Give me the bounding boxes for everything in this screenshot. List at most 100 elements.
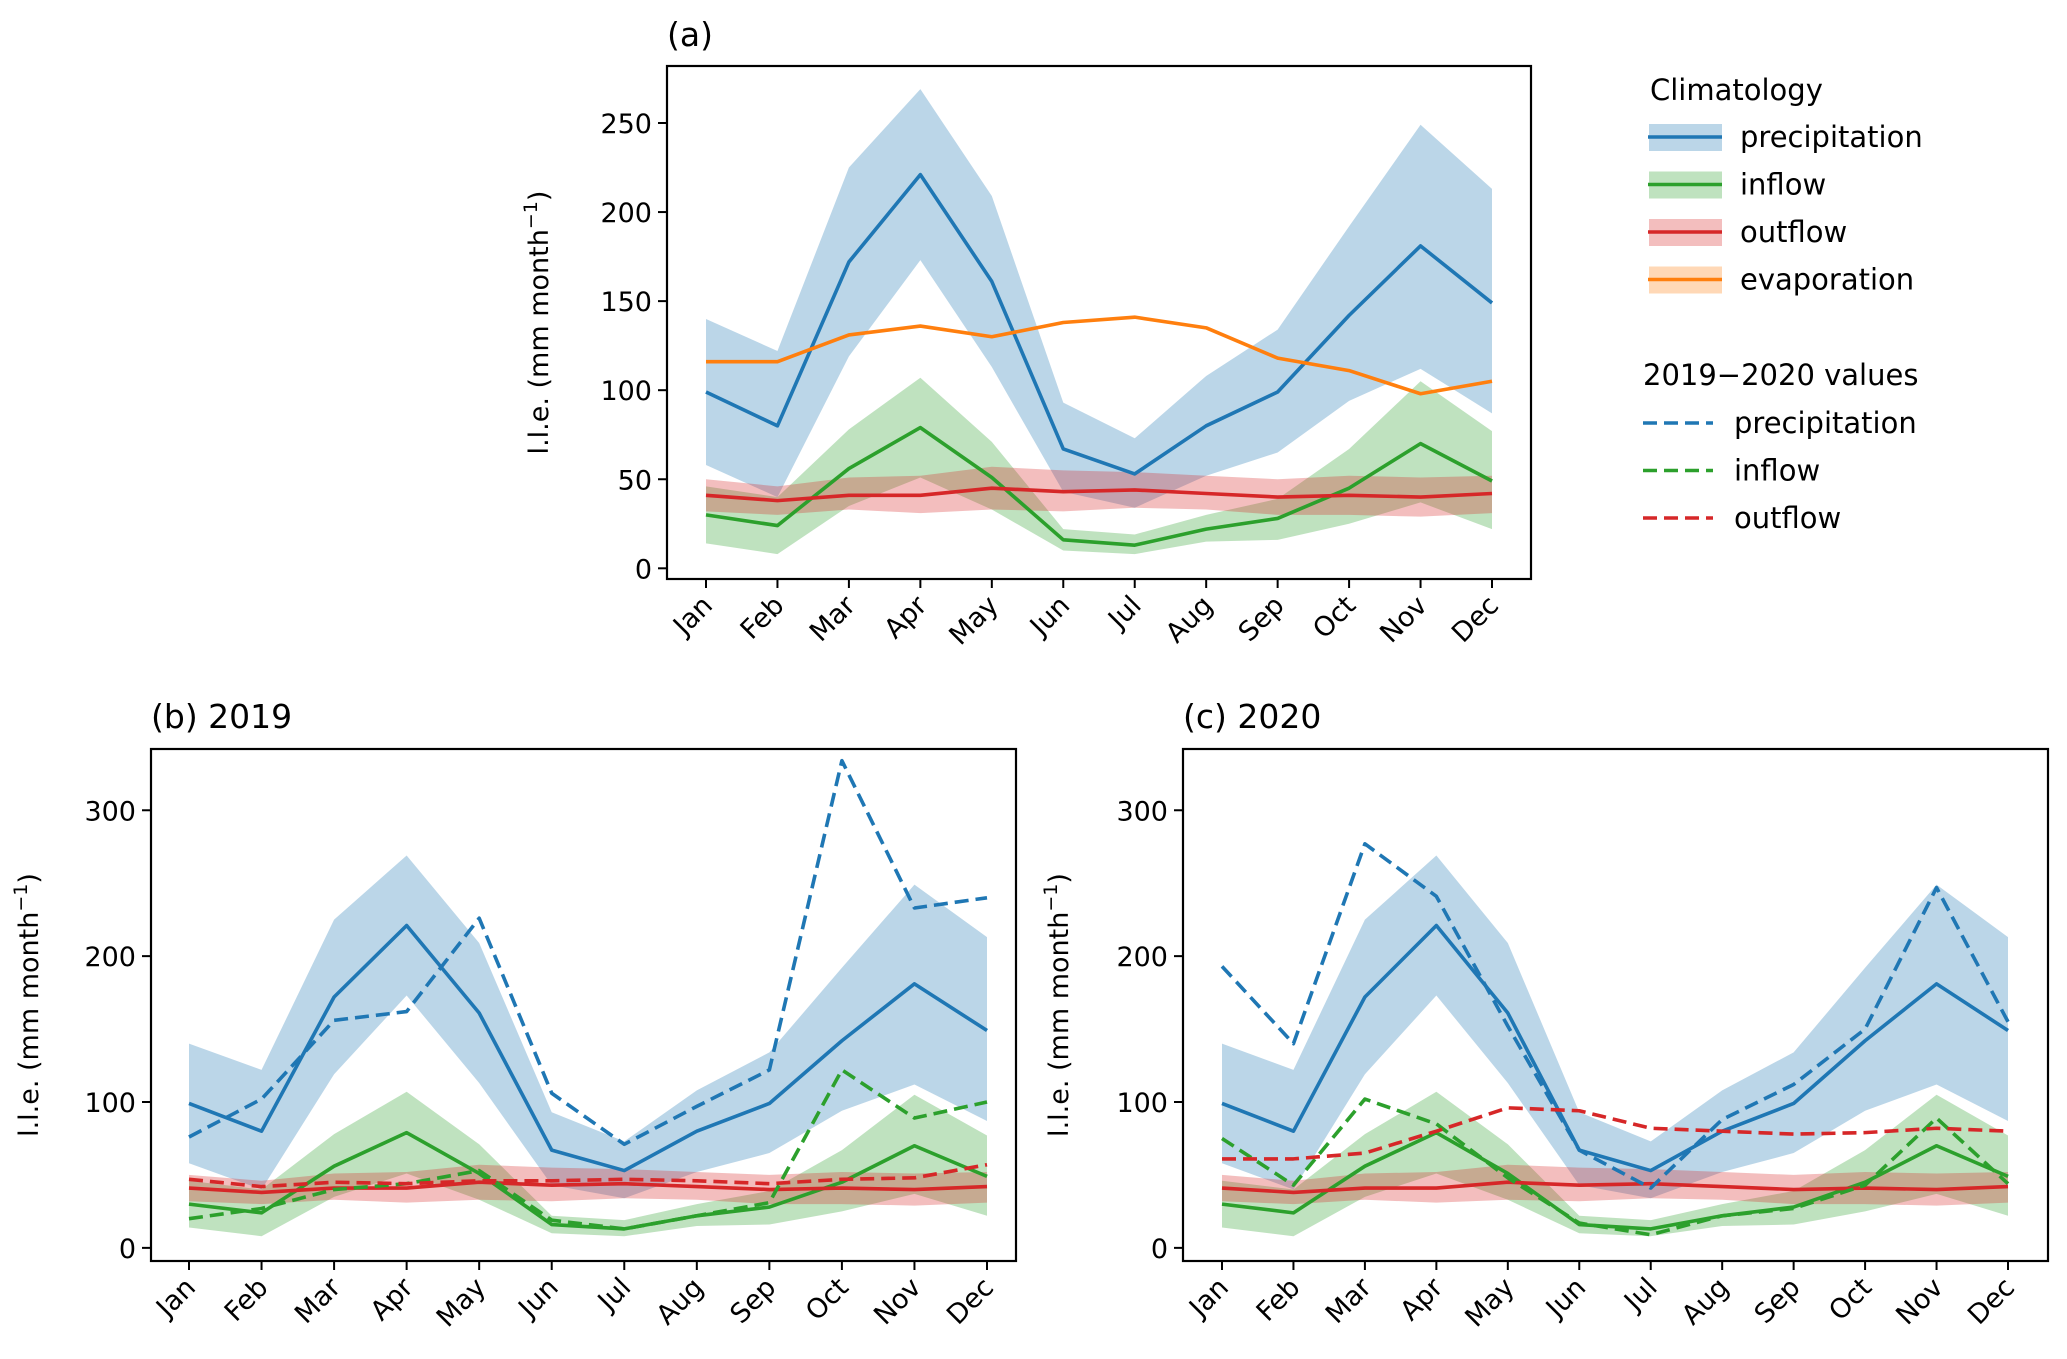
x-tick-label: May [943,590,1004,651]
x-tick-label: Oct [1307,590,1362,645]
precipitation-2020-line [1220,842,2010,1190]
x-tick-label: Jan [666,590,719,643]
y-tick-label: 100 [84,1088,136,1119]
x-tick-label: Jan [1182,1272,1235,1325]
legend-label: inflow [1740,168,1826,202]
legend-entry-climatology-outflow: outflow [1648,215,1847,249]
outflow-climatology-line [1221,1180,2009,1195]
y-tick-label: 300 [1116,796,1168,827]
x-tick-label: Jun [1023,590,1076,643]
x-tick-label: Dec [1962,1272,2021,1331]
legend-entry-observed-inflow: inflow [1643,454,1820,488]
x-tick-label: May [1459,1272,1520,1333]
y-tick-label: 50 [618,465,652,496]
x-tick-label: Sep [1233,590,1291,648]
legend-label: inflow [1734,454,1820,488]
panel-c-2020: 0 100 200 300 Jan Feb Mar Apr May Jun Jul Aug Sep Oct… [1040,697,2050,1333]
x-tick-label: Jul [1617,1272,1663,1318]
x-tick-label: Nov [868,1272,927,1331]
precipitation-2019-line [188,758,988,1147]
y-tick-label: 200 [1116,942,1168,973]
precipitation-climatology-line [1221,923,2009,1173]
outflow-climatology-line [705,486,1493,503]
y-tick-label: 0 [635,554,652,585]
x-tick-label: Mar [1320,1271,1379,1330]
precipitation-climatology-line [705,172,1494,476]
precipitation-climatology-line [188,923,988,1173]
x-tick-label: Apr [365,1271,421,1327]
x-tick-label: Feb [219,1272,275,1328]
evaporation-climatology-line [706,315,1493,396]
panel-title: (a) [667,15,713,54]
x-tick-label: Nov [1374,590,1433,649]
x-tick-label: Apr [878,589,934,645]
x-tick-label: Nov [1890,1272,1949,1331]
y-tick-label: 0 [1151,1234,1168,1265]
legend-label: evaporation [1740,263,1914,297]
outflow-2020-line [1222,1106,2009,1161]
x-tick-label: Jan [149,1272,202,1325]
y-tick-label: 300 [84,796,136,827]
outflow-2019-line [188,1162,988,1189]
legend-title-climatology: Climatology [1650,73,1823,107]
outflow-climatology-line [188,1180,988,1195]
x-tick-label: Jun [512,1272,565,1325]
y-tick-label: 150 [600,287,652,318]
axes-frame [149,747,1018,1263]
legend-entry-climatology-precipitation: precipitation [1648,120,1923,154]
panel-title: (b) 2019 [151,697,292,736]
x-tick-label: Apr [1394,1271,1450,1327]
x-tick-label: Aug [651,1272,710,1331]
legend-entry-climatology-inflow: inflow [1648,168,1826,202]
x-tick-label: Aug [1676,1272,1735,1331]
x-tick-label: Dec [1446,590,1505,649]
x-tick-label: Oct [1823,1272,1878,1327]
x-tick-label: Sep [1749,1272,1807,1330]
plot-area [1220,842,2010,1237]
x-tick-label: Mar [804,589,863,648]
y-tick-label: 100 [600,376,652,407]
legend-observed-entries: precipitation inflow outflow [1643,406,1917,535]
inflow-climatology-line [705,425,1493,547]
legend-climatology-entries: precipitation inflow outflow evaporation [1648,120,1923,297]
x-tick-label: Jun [1539,1272,1592,1325]
legend-entry-observed-precipitation: precipitation [1643,406,1917,440]
legend-label: precipitation [1740,120,1923,154]
y-axis-label: l.l.e. (mm month−1) [520,191,555,455]
y-tick-label: 200 [84,942,136,973]
inflow-climatology-line [1221,1130,2009,1231]
x-tick-label: Mar [289,1271,348,1330]
panel-a: 0 50 100 150 200 250 Jan Feb Mar Apr May Jun Jul Aug S… [520,15,1533,651]
legend-entry-climatology-evaporation: evaporation [1648,263,1914,297]
panel-b-2019: 0 100 200 300 Jan Feb Mar Apr May Jun Jul Aug Sep Oct… [10,697,1018,1333]
y-tick-label: 0 [119,1234,136,1265]
legend-title-observed: 2019−2020 values [1643,358,1918,392]
x-tick-label: Feb [735,590,791,646]
plot-area [188,758,988,1237]
y-tick-label: 250 [600,109,652,140]
x-tick-label: Sep [724,1272,782,1330]
x-tick-label: Feb [1251,1272,1307,1328]
inflow-2019-line [188,1068,988,1231]
inflow-2020-line [1221,1097,2010,1237]
inflow-climatology-line [188,1130,988,1231]
x-tick-label: Dec [941,1272,1000,1331]
y-tick-label: 100 [1116,1088,1168,1119]
x-tick-label: May [431,1272,492,1333]
y-axis-label: l.l.e. (mm month−1) [10,873,45,1137]
legend-entry-observed-outflow: outflow [1643,501,1841,535]
axes-frame [665,64,1533,581]
x-tick-label: Aug [1160,590,1219,649]
x-tick-label: Jul [591,1272,637,1318]
axes-frame [1181,747,2050,1263]
y-axis-label: l.l.e. (mm month−1) [1040,873,1075,1137]
x-tick-label: Jul [1101,590,1147,636]
x-tick-label: Oct [800,1272,855,1327]
panel-title: (c) 2020 [1183,697,1321,736]
legend-label: precipitation [1734,406,1917,440]
legend-label: outflow [1734,501,1841,535]
plot-area [705,89,1494,555]
legend-label: outflow [1740,215,1847,249]
legend: Climatology precipitation inflow outflow ev… [1643,73,1923,535]
